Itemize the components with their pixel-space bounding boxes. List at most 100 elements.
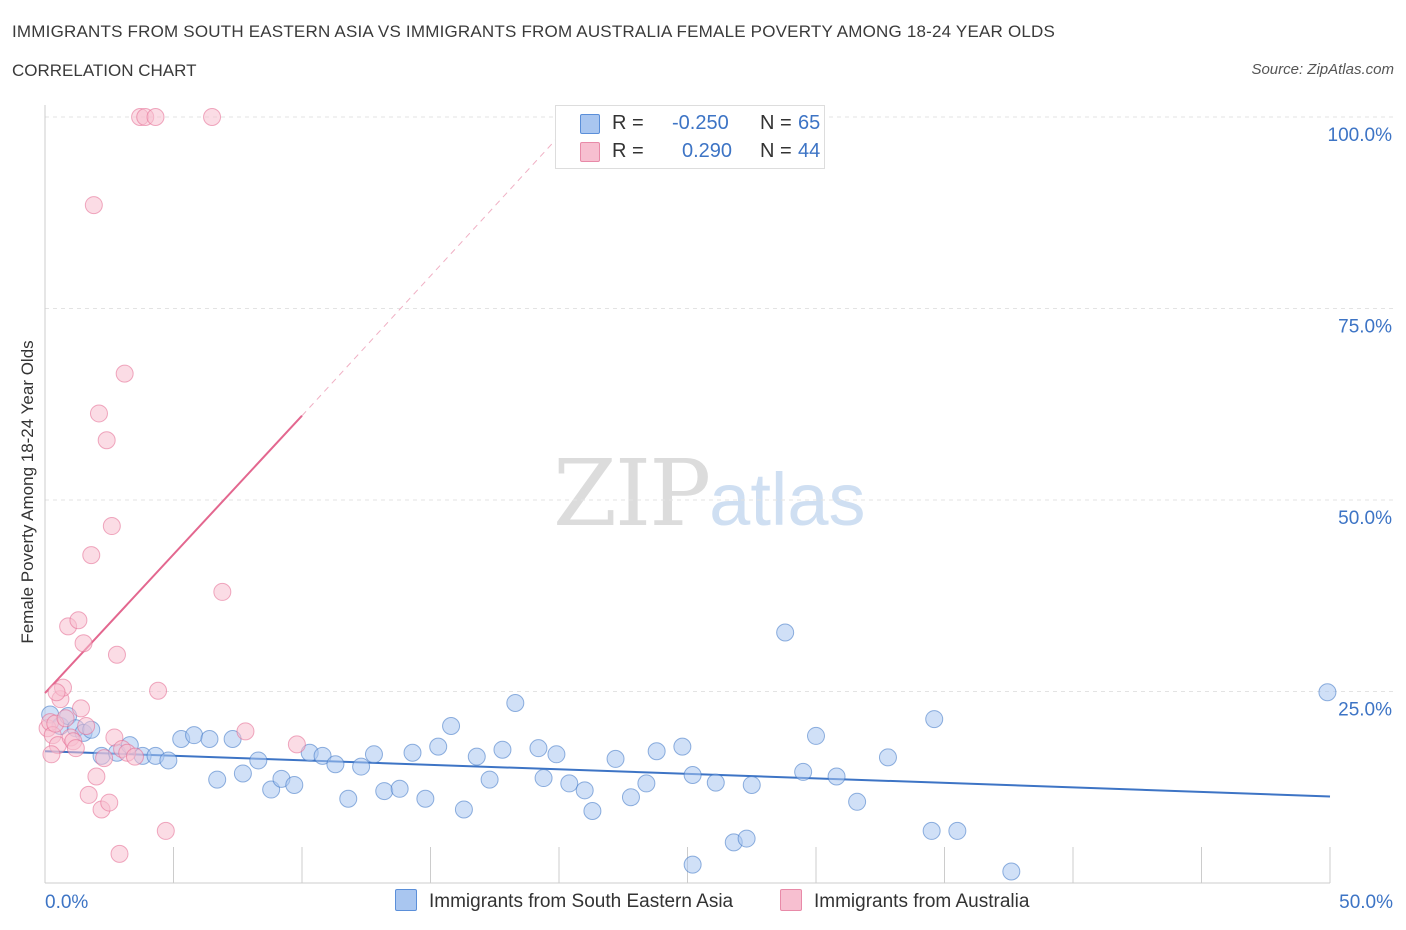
- n-value: 65: [798, 112, 821, 134]
- legend-swatch-blue: [395, 889, 417, 911]
- data-point: [185, 726, 204, 745]
- data-point: [480, 770, 499, 789]
- data-point: [375, 782, 394, 801]
- y-tick-label: 25.0%: [1338, 700, 1392, 721]
- data-point: [737, 829, 756, 848]
- r-label: R =: [612, 140, 644, 162]
- data-point: [493, 740, 512, 759]
- data-point: [77, 716, 96, 735]
- y-tick-label: 50.0%: [1338, 508, 1392, 529]
- data-point: [115, 364, 134, 383]
- data-point: [100, 793, 119, 812]
- data-point: [159, 751, 178, 770]
- data-point: [74, 634, 93, 653]
- source-credit: Source: ZipAtlas.com: [1251, 61, 1394, 78]
- legend-item-australia: Immigrants from Australia: [780, 889, 1029, 913]
- data-point: [506, 693, 525, 712]
- data-point: [87, 767, 106, 786]
- data-point: [673, 737, 692, 756]
- legend-swatch-pink: [780, 889, 802, 911]
- data-point: [249, 751, 268, 770]
- data-point: [364, 745, 383, 764]
- data-point: [827, 767, 846, 786]
- data-point: [706, 773, 725, 792]
- data-point: [208, 770, 227, 789]
- data-point: [547, 745, 566, 764]
- r-label: R =: [612, 112, 644, 134]
- grid-lines: [45, 116, 1395, 692]
- data-point: [213, 582, 232, 601]
- data-point: [560, 774, 579, 793]
- tick-labels: 25.0% 50.0% 75.0% 100.0% 0.0% 50.0%: [45, 125, 1393, 913]
- data-point: [442, 716, 461, 735]
- watermark-zip: ZIP: [553, 440, 711, 547]
- stats-legend: R = -0.250 N = 65 R = 0.290 N = 44: [555, 105, 825, 169]
- data-point: [637, 774, 656, 793]
- data-point: [339, 789, 358, 808]
- trend-extension: [301, 135, 560, 417]
- data-point: [1318, 683, 1337, 702]
- data-point: [287, 735, 306, 754]
- data-point: [1002, 862, 1021, 881]
- y-tick-label: 75.0%: [1338, 317, 1392, 338]
- data-point: [79, 785, 98, 804]
- data-point: [236, 722, 255, 741]
- data-point: [416, 789, 435, 808]
- data-point: [313, 746, 332, 765]
- data-point: [233, 764, 252, 783]
- chart-subtitle: CORRELATION CHART: [12, 61, 197, 80]
- data-point: [97, 431, 116, 450]
- data-point: [110, 844, 129, 863]
- data-point: [149, 681, 168, 700]
- data-point: [878, 748, 897, 767]
- r-value: 0.290: [682, 140, 733, 162]
- data-point: [948, 821, 967, 840]
- legend-swatch-blue: [580, 114, 600, 134]
- data-point: [606, 749, 625, 768]
- data-point: [71, 699, 90, 718]
- n-label: N =: [760, 112, 792, 134]
- data-point: [82, 546, 101, 565]
- data-point: [95, 749, 114, 768]
- data-point: [647, 742, 666, 761]
- data-point: [66, 739, 85, 758]
- data-point: [742, 775, 761, 794]
- data-point: [84, 196, 103, 215]
- data-point: [925, 710, 944, 729]
- legend-label: Immigrants from South Eastern Asia: [429, 891, 734, 912]
- data-point: [56, 709, 75, 728]
- data-point: [776, 623, 795, 642]
- data-point: [683, 765, 702, 784]
- legend-label: Immigrants from Australia: [814, 891, 1030, 912]
- n-label: N =: [760, 140, 792, 162]
- x-tick-label: 50.0%: [1339, 892, 1393, 913]
- data-point: [156, 821, 175, 840]
- data-point: [200, 729, 219, 748]
- data-point: [107, 645, 126, 664]
- r-value: -0.250: [672, 112, 729, 134]
- n-value: 44: [798, 140, 821, 162]
- chart-title: IMMIGRANTS FROM SOUTH EASTERN ASIA VS IM…: [12, 22, 1056, 41]
- y-axis-label: Female Poverty Among 18-24 Year Olds: [18, 340, 37, 644]
- data-point: [583, 801, 602, 820]
- data-point: [69, 611, 88, 630]
- data-point: [42, 745, 61, 764]
- data-point: [429, 737, 448, 756]
- data-point: [794, 762, 813, 781]
- data-point: [89, 404, 108, 423]
- data-point: [125, 747, 144, 766]
- data-point: [352, 757, 371, 776]
- data-point: [529, 739, 548, 758]
- data-point: [146, 108, 165, 126]
- data-point: [403, 743, 422, 762]
- data-point: [390, 779, 409, 798]
- data-point: [621, 788, 640, 807]
- data-point: [467, 747, 486, 766]
- y-tick-label: 100.0%: [1328, 125, 1393, 146]
- data-point: [326, 755, 345, 774]
- data-point: [203, 108, 222, 126]
- x-tick-label: 0.0%: [45, 892, 88, 913]
- data-point: [454, 800, 473, 819]
- data-point: [922, 821, 941, 840]
- data-point: [534, 769, 553, 788]
